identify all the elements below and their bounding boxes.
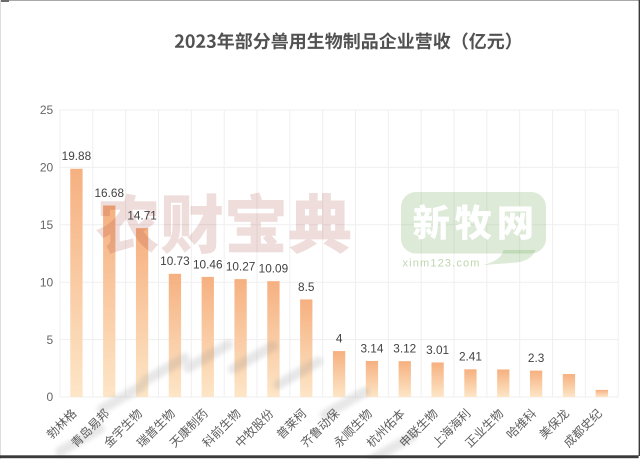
svg-text:2.41: 2.41 [459,350,482,364]
svg-text:10.46: 10.46 [193,257,223,271]
svg-text:2.3: 2.3 [528,351,545,365]
svg-text:8.5: 8.5 [298,280,315,294]
svg-text:10.09: 10.09 [259,262,289,276]
svg-text:20: 20 [40,161,54,175]
svg-text:16.68: 16.68 [94,186,124,200]
svg-text:14.71: 14.71 [127,209,157,223]
svg-text:5: 5 [47,333,54,347]
svg-text:25: 25 [40,103,54,117]
svg-text:3.14: 3.14 [360,341,383,355]
svg-text:15: 15 [40,218,54,232]
svg-text:0: 0 [47,390,54,404]
svg-text:xinm123.com: xinm123.com [403,257,481,269]
svg-text:10.27: 10.27 [226,260,256,274]
svg-text:3.12: 3.12 [393,342,416,356]
svg-text:10: 10 [40,275,54,289]
svg-text:3.01: 3.01 [426,343,449,357]
svg-text:19.88: 19.88 [62,149,92,163]
svg-text:4: 4 [336,331,343,345]
svg-text:10.73: 10.73 [160,254,190,268]
